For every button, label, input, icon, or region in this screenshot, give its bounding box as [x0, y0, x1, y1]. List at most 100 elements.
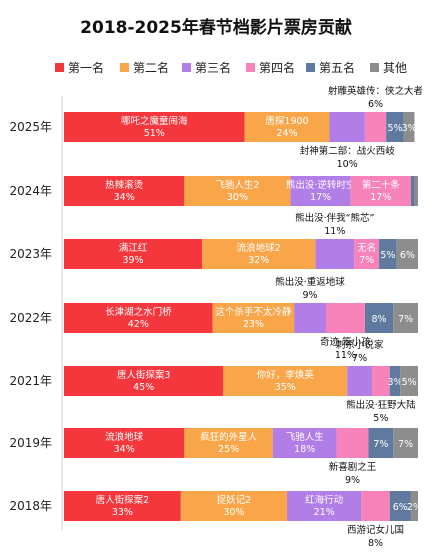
bar-data-label: 51% [144, 128, 165, 139]
y-tick-label: 2023年 [9, 247, 52, 261]
bar-segment [350, 176, 411, 206]
bar-callout-label: 封神第二部：战火西岐 [300, 145, 396, 157]
bar-segment [389, 366, 401, 396]
bar-segment [212, 303, 295, 333]
bar-segment [347, 366, 372, 396]
bar-segment [294, 303, 326, 333]
bar-data-label: 这个杀手不太冷静 [215, 306, 292, 318]
bar-segment [64, 491, 181, 521]
bar-segment [244, 112, 330, 142]
bar-segment [329, 112, 365, 142]
legend-swatch-1 [120, 63, 129, 72]
bar-callout-label: 6% [368, 99, 383, 110]
bar-data-label: 33% [112, 507, 133, 518]
bar-data-label: 7% [398, 314, 413, 325]
bar-data-label: 25% [218, 444, 239, 455]
bar-data-label: 7% [373, 439, 388, 450]
bar-data-label: 17% [370, 192, 391, 203]
y-tick-label: 2024年 [9, 184, 52, 198]
legend-label-4: 第五名 [319, 60, 355, 75]
y-tick-label: 2018年 [9, 499, 52, 513]
bar-segment [64, 112, 245, 142]
bar-callout-label: 7% [352, 353, 367, 364]
bar-callout-label: 射雕英雄传：侠之大者 [328, 85, 423, 97]
bar-data-label: 6% [400, 250, 415, 261]
bar-data-label: 疯狂的外星人 [200, 431, 258, 443]
bar-segment [336, 428, 369, 458]
bar-data-label: 热辣滚烫 [105, 179, 144, 191]
bar-segment [414, 176, 418, 206]
bar-data-label: 7% [359, 255, 374, 266]
bar-segment [403, 112, 415, 142]
bar-data-label: 红海行动 [305, 494, 343, 506]
bar-data-label: 2% [407, 502, 422, 513]
bar-data-label: 6% [393, 502, 408, 513]
bar-data-label: 3% [387, 377, 402, 388]
legend-swatch-3 [246, 63, 255, 72]
bar-data-label: 流浪地球2 [237, 242, 281, 254]
bar-segment [184, 176, 291, 206]
y-tick-label: 2019年 [9, 436, 52, 450]
bar-segment [354, 239, 380, 269]
bar-data-label: 42% [128, 319, 149, 330]
legend-swatch-2 [182, 63, 191, 72]
bar-segment [272, 428, 337, 458]
bar-data-label: 满江红 [119, 242, 148, 254]
legend-swatch-5 [370, 63, 379, 72]
bar-data-label: 哪吒之魔童闹海 [121, 115, 188, 127]
bar-segment [202, 239, 316, 269]
bar-segment [290, 176, 351, 206]
bar-callout-label: 西游记女儿国 [347, 524, 404, 536]
bar-segment [223, 366, 348, 396]
y-tick-label: 2021年 [9, 374, 52, 388]
bar-callout-label: 熊出没·伴我“熊芯” [295, 212, 374, 224]
bar-segment [393, 428, 418, 458]
bar-segment [325, 303, 365, 333]
bar-segment [364, 112, 387, 142]
bar-callout-label: 熊出没·重返地球 [275, 276, 345, 288]
bar-data-label: 你好，李焕英 [257, 369, 315, 381]
callouts-group: 射雕英雄传：侠之大者 6% 封神第二部：战火西岐 10% 熊出没·伴我“熊芯” 11% 熊出… [275, 85, 423, 549]
bar-segment [396, 239, 418, 269]
bar-callout-label: 11% [324, 226, 345, 237]
bar-callout-label: 熊出没·狂野大陆 [346, 399, 416, 411]
bar-data-label: 捉妖记2 [217, 494, 252, 506]
legend-swatch-0 [55, 63, 64, 72]
bar-data-label: 24% [276, 128, 297, 139]
bar-segment [400, 366, 418, 396]
bar-segment [64, 176, 185, 206]
bar-data-label: 无名 [357, 242, 376, 254]
bar-callout-label: 新喜剧之王 [329, 461, 377, 473]
bar-data-label: 唐探1900 [265, 115, 308, 127]
bar-data-label: 39% [122, 255, 143, 266]
bar-segment [64, 366, 224, 396]
bar-data-label: 5% [402, 377, 417, 388]
bar-callout-label: 奇迹·笨小孩 [320, 336, 371, 348]
bar-data-label: 5% [387, 123, 402, 134]
bar-segment [184, 428, 273, 458]
bar-data-label: 23% [243, 319, 264, 330]
bar-segment [287, 491, 362, 521]
bar-data-label: 第二十条 [362, 179, 401, 191]
bar-segment [410, 176, 415, 206]
bar-segment [371, 366, 390, 396]
bar-segment [393, 303, 418, 333]
bar-data-label: 18% [294, 444, 315, 455]
bar-callout-label: 10% [337, 159, 358, 170]
bar-callout-label: 刺杀小说家 [336, 339, 384, 351]
bar-data-label: 32% [248, 255, 269, 266]
legend-label-2: 第三名 [195, 60, 231, 75]
bar-segment [361, 491, 390, 521]
y-tick-label: 2025年 [9, 120, 52, 134]
bar-data-label: 17% [310, 192, 331, 203]
bar-segment [315, 239, 355, 269]
legend-label-5: 其他 [383, 61, 407, 75]
bar-data-label: 唐人街探案3 [117, 369, 171, 381]
bar-callout-label: 9% [302, 290, 317, 301]
bar-segment [386, 112, 404, 142]
bar-data-label: 35% [275, 382, 296, 393]
bar-data-label: 45% [133, 382, 154, 393]
bar-segment [64, 428, 185, 458]
bar-data-label: 30% [227, 192, 248, 203]
